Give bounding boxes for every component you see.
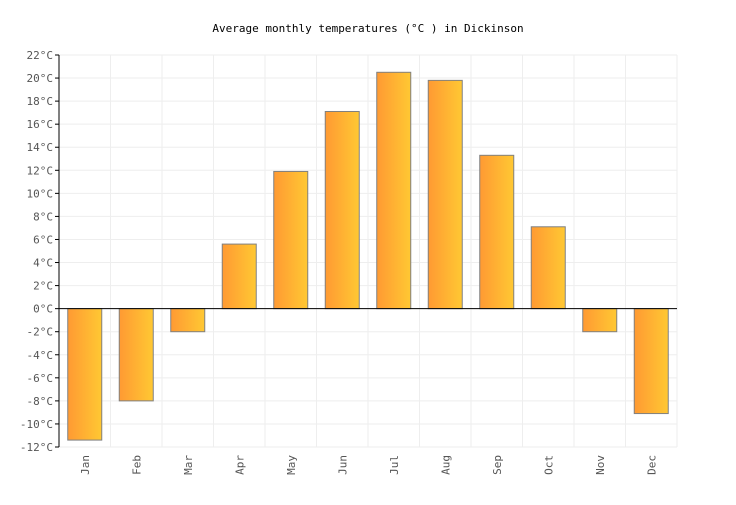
x-tick-label: Jan [79, 455, 92, 475]
x-tick-label: Aug [439, 455, 452, 475]
y-tick-label: -6°C [27, 372, 54, 385]
x-tick-label: Jul [388, 455, 401, 475]
x-tick-label: Apr [233, 455, 246, 475]
bar-aug [427, 79, 463, 310]
x-tick-label: Oct [542, 455, 555, 475]
bar-nov [582, 308, 618, 333]
y-tick-label: 22°C [27, 49, 54, 62]
bar-oct [530, 226, 566, 310]
x-tick-label: Jun [336, 455, 349, 475]
x-tick-label: Mar [182, 455, 195, 475]
y-tick-label: -12°C [20, 441, 53, 454]
bar-sep [479, 154, 515, 310]
y-tick-label: 4°C [33, 257, 53, 270]
y-tick-label: -2°C [27, 326, 54, 339]
x-tick-label: Nov [594, 455, 607, 475]
bar-jun [324, 110, 360, 310]
bar-jan [67, 308, 103, 441]
bar-jul [376, 71, 412, 310]
y-tick-label: 18°C [27, 95, 54, 108]
bar-mar [170, 308, 206, 333]
chart-title: Average monthly temperatures (°C ) in Di… [212, 22, 523, 35]
bar-dec [633, 308, 669, 415]
y-tick-label: 20°C [27, 72, 54, 85]
x-tick-label: Feb [130, 455, 143, 475]
y-tick-label: -8°C [27, 395, 54, 408]
y-tick-label: 2°C [33, 280, 53, 293]
y-tick-label: 10°C [27, 187, 54, 200]
y-tick-label: 6°C [33, 233, 53, 246]
x-tick-label: Dec [645, 455, 658, 475]
y-tick-label: 8°C [33, 210, 53, 223]
bar-may [273, 170, 309, 310]
y-tick-label: 14°C [27, 141, 54, 154]
x-tick-label: Sep [491, 455, 504, 475]
y-tick-label: 12°C [27, 164, 54, 177]
y-tick-label: 0°C [33, 303, 53, 316]
bar-feb [118, 308, 154, 402]
y-tick-label: -10°C [20, 418, 53, 431]
y-tick-label: 16°C [27, 118, 54, 131]
x-tick-label: May [285, 455, 298, 475]
y-tick-label: -4°C [27, 349, 54, 362]
bar-apr [221, 243, 257, 310]
